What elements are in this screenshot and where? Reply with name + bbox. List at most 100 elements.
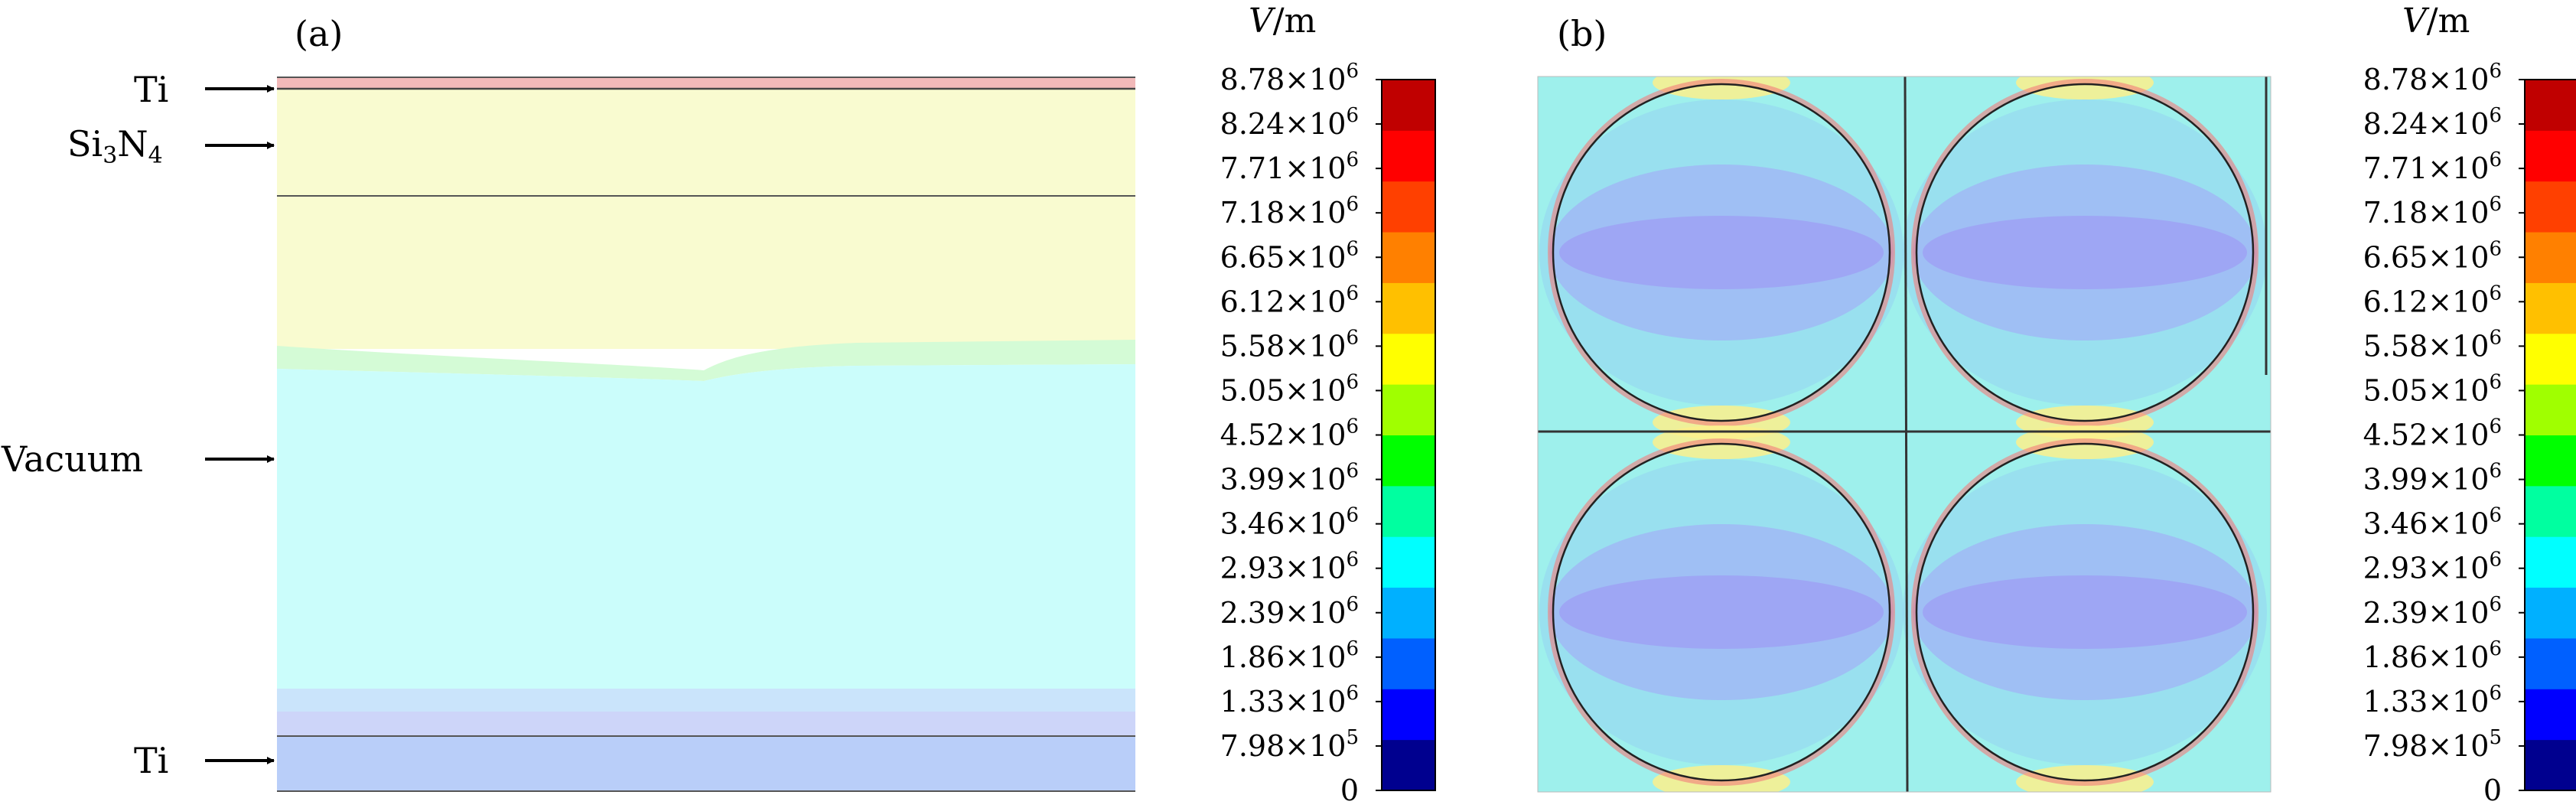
tick-exponent: 6 bbox=[1346, 104, 1359, 127]
tick-exponent: 6 bbox=[2489, 637, 2502, 660]
colorbar-tick-label: 6.65×106 bbox=[1220, 237, 1359, 274]
tick-exponent: 6 bbox=[2489, 549, 2502, 572]
tick-mantissa: 7.98 bbox=[2363, 729, 2428, 763]
tick-times: ×10 bbox=[1285, 285, 1346, 318]
unit-symbol: V bbox=[2402, 2, 2430, 41]
tick-times: ×10 bbox=[1285, 685, 1346, 718]
tick-exponent: 6 bbox=[2489, 370, 2502, 393]
colorbar-tick-label: 0 bbox=[2483, 774, 2502, 807]
tick-mantissa: 7.18 bbox=[1220, 196, 1285, 230]
colorbar-tick-label: 1.86×106 bbox=[2363, 637, 2502, 674]
colorbar-swatch bbox=[2525, 282, 2576, 334]
particle-outline bbox=[1915, 83, 2255, 422]
tick-times: ×10 bbox=[2428, 240, 2489, 274]
colorbar-tick-label: 5.58×106 bbox=[1220, 326, 1359, 363]
tick-mantissa: 1.33 bbox=[2363, 685, 2428, 718]
tick-times: ×10 bbox=[2428, 507, 2489, 541]
tick-exponent: 6 bbox=[2489, 60, 2502, 83]
colorbar-tick-label: 3.46×106 bbox=[1220, 504, 1359, 541]
panel-a-label: (a) bbox=[295, 13, 343, 54]
tick-mantissa: 3.46 bbox=[2363, 507, 2428, 541]
si3n4-subscript-1: 3 bbox=[103, 142, 117, 169]
colorbar-swatch bbox=[2525, 587, 2576, 639]
tick-times: ×10 bbox=[2428, 685, 2489, 718]
tick-times: ×10 bbox=[2428, 196, 2489, 230]
tick-mantissa: 6.65 bbox=[2363, 240, 2428, 274]
cell-boundary-vertical bbox=[1904, 77, 1909, 792]
tick-exponent: 6 bbox=[1346, 682, 1359, 705]
tick-times: ×10 bbox=[1285, 640, 1346, 674]
tick-mantissa: 5.05 bbox=[1220, 373, 1285, 407]
colorbar-swatch bbox=[2525, 333, 2576, 385]
tick-mantissa: 1.33 bbox=[1220, 685, 1285, 718]
tick-mantissa: 8.24 bbox=[1220, 107, 1285, 141]
colorbar-swatch bbox=[2525, 79, 2576, 131]
tick-mantissa: 5.58 bbox=[2363, 329, 2428, 363]
colorbar-tick-label: 3.99×106 bbox=[2363, 460, 2502, 497]
tick-times: ×10 bbox=[2428, 552, 2489, 585]
tick-exponent: 6 bbox=[2489, 593, 2502, 616]
colorbar-swatch bbox=[2525, 688, 2576, 741]
colorbar-swatch bbox=[2525, 383, 2576, 435]
colorbar-swatch bbox=[1382, 536, 1435, 588]
tick-mantissa: 7.98 bbox=[1220, 729, 1285, 763]
tick-mantissa: 2.93 bbox=[2363, 552, 2428, 585]
colorbar-tick-label: 2.39×106 bbox=[2363, 593, 2502, 630]
tick-times: ×10 bbox=[1285, 552, 1346, 585]
ti-bottom-layer bbox=[277, 736, 1135, 792]
tick-exponent: 6 bbox=[2489, 148, 2502, 171]
colorbar-swatch bbox=[2525, 536, 2576, 588]
tick-exponent: 6 bbox=[1346, 415, 1359, 438]
colorbar-tick-label: 4.52×106 bbox=[1220, 415, 1359, 452]
tick-times: ×10 bbox=[2428, 596, 2489, 630]
tick-times: ×10 bbox=[1285, 329, 1346, 363]
tick-mantissa: 7.71 bbox=[1220, 152, 1285, 185]
colorbar-tick-label: 6.12×106 bbox=[2363, 282, 2502, 318]
tick-times: ×10 bbox=[1285, 240, 1346, 274]
tick-exponent: 6 bbox=[2489, 682, 2502, 705]
tick-times: ×10 bbox=[2428, 419, 2489, 452]
colorbar-swatch bbox=[1382, 282, 1435, 334]
unit-rest: /m bbox=[1273, 2, 1317, 41]
tick-exponent: 6 bbox=[2489, 326, 2502, 349]
si3n4-mid: N bbox=[117, 123, 148, 165]
colorbar-swatch bbox=[1382, 181, 1435, 233]
unit-cell bbox=[1903, 77, 2267, 439]
tick-exponent: 6 bbox=[2489, 460, 2502, 483]
tick-times: ×10 bbox=[1285, 729, 1346, 763]
colorbar-tick-label: 8.24×106 bbox=[2363, 104, 2502, 141]
tick-exponent: 6 bbox=[1346, 282, 1359, 305]
unit-cell bbox=[1539, 425, 1904, 792]
si3n4-subscript-2: 4 bbox=[148, 142, 163, 169]
colorbar-tick-label: 8.78×106 bbox=[1220, 60, 1359, 96]
tick-mantissa: 3.99 bbox=[2363, 463, 2428, 497]
tick-times: ×10 bbox=[2428, 463, 2489, 497]
colorbar-swatch bbox=[2525, 231, 2576, 283]
particle-outline bbox=[1552, 83, 1891, 422]
tick-exponent: 6 bbox=[1346, 637, 1359, 660]
colorbar-a-unit: V/m bbox=[1249, 2, 1316, 41]
colorbar-swatch bbox=[2525, 637, 2576, 689]
colorbar-tick-label: 1.33×106 bbox=[2363, 682, 2502, 718]
colorbar-swatch bbox=[1382, 333, 1435, 385]
tick-exponent: 6 bbox=[2489, 104, 2502, 127]
panel-b-label: (b) bbox=[1557, 13, 1607, 54]
colorbar-tick-label: 1.86×106 bbox=[1220, 637, 1359, 674]
tick-mantissa: 1.86 bbox=[2363, 640, 2428, 674]
tick-mantissa: 3.99 bbox=[1220, 463, 1285, 497]
unit-symbol: V bbox=[1249, 2, 1276, 41]
colorbar-swatch bbox=[1382, 587, 1435, 639]
label-ti-top: Ti bbox=[134, 69, 168, 110]
colorbar-b-unit: V/m bbox=[2402, 2, 2470, 41]
panel-b-frame bbox=[1537, 76, 2272, 793]
tick-times: ×10 bbox=[1285, 463, 1346, 497]
label-vacuum: Vacuum bbox=[1, 438, 143, 480]
edge-field-ring bbox=[1548, 79, 1895, 426]
tick-times: ×10 bbox=[1285, 596, 1346, 630]
edge-field-ring bbox=[1911, 438, 2258, 786]
colorbar-swatch bbox=[1382, 688, 1435, 741]
colorbar-tick-label: 5.05×106 bbox=[1220, 370, 1359, 407]
tick-exponent: 6 bbox=[1346, 370, 1359, 393]
tick-times: ×10 bbox=[1285, 63, 1346, 96]
hotspot bbox=[1653, 765, 1790, 792]
